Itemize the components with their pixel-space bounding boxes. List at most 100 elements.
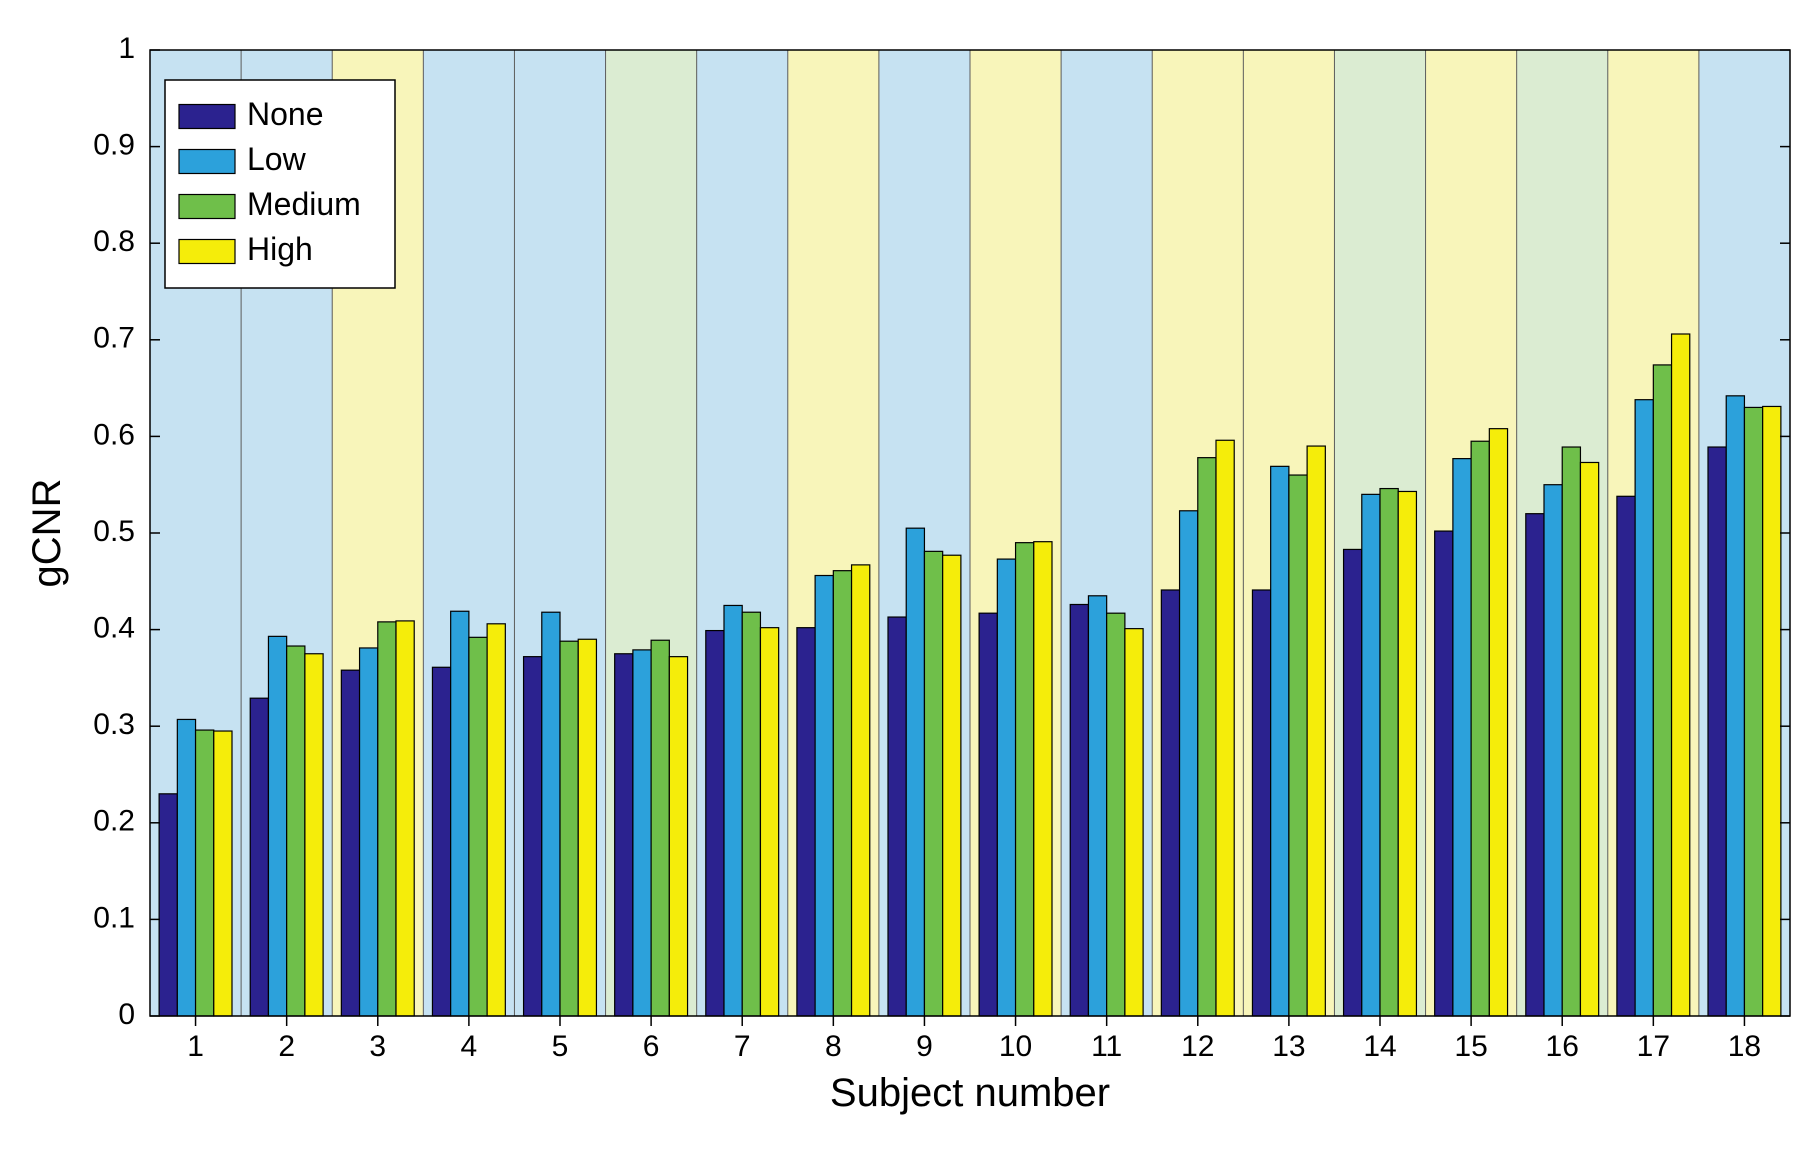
- bar: [1070, 604, 1088, 1016]
- bar: [1252, 590, 1270, 1016]
- bar: [1289, 475, 1307, 1016]
- bar: [1161, 590, 1179, 1016]
- x-tick-label: 8: [825, 1030, 842, 1063]
- bar: [1380, 489, 1398, 1016]
- bar: [1125, 629, 1143, 1016]
- bar: [669, 657, 687, 1016]
- bar: [578, 639, 596, 1016]
- bar: [1398, 491, 1416, 1016]
- bar: [542, 612, 560, 1016]
- bar: [1216, 440, 1234, 1016]
- bar: [1471, 441, 1489, 1016]
- bar: [1763, 406, 1781, 1016]
- y-tick-label: 0.6: [93, 418, 135, 451]
- bar: [615, 654, 633, 1016]
- x-axis-label: Subject number: [830, 1071, 1110, 1115]
- bar: [924, 551, 942, 1016]
- bar: [888, 617, 906, 1016]
- bar: [1453, 459, 1471, 1016]
- x-tick-label: 11: [1091, 1030, 1122, 1063]
- bar: [979, 613, 997, 1016]
- legend-label: High: [247, 231, 313, 267]
- bar: [524, 657, 542, 1016]
- y-tick-label: 0.9: [93, 129, 135, 162]
- bar: [1016, 543, 1034, 1016]
- bar: [1180, 511, 1198, 1016]
- bar: [1107, 613, 1125, 1016]
- legend-label: Low: [247, 141, 307, 177]
- bar: [177, 719, 195, 1016]
- gcnr-bar-chart: 00.10.20.30.40.50.60.70.80.9112345678910…: [20, 20, 1780, 1131]
- y-tick-label: 0.5: [93, 515, 135, 548]
- x-tick-label: 6: [643, 1030, 660, 1063]
- bar: [906, 528, 924, 1016]
- bar: [214, 731, 232, 1016]
- x-tick-label: 2: [278, 1030, 295, 1063]
- y-tick-label: 1: [118, 32, 135, 65]
- x-tick-label: 18: [1728, 1030, 1761, 1063]
- bar: [706, 631, 724, 1016]
- bar: [396, 621, 414, 1016]
- bar: [833, 571, 851, 1016]
- bar: [852, 565, 870, 1016]
- bar: [341, 670, 359, 1016]
- chart-svg: 00.10.20.30.40.50.60.70.80.9112345678910…: [20, 20, 1800, 1126]
- bar: [742, 612, 760, 1016]
- bar: [1489, 429, 1507, 1016]
- x-tick-label: 17: [1637, 1030, 1670, 1063]
- bar: [724, 605, 742, 1016]
- x-tick-label: 5: [552, 1030, 569, 1063]
- y-axis-label: gCNR: [25, 479, 69, 588]
- bar: [287, 646, 305, 1016]
- bar: [159, 794, 177, 1016]
- bar: [378, 622, 396, 1016]
- x-tick-label: 16: [1546, 1030, 1579, 1063]
- bar: [760, 628, 778, 1016]
- bar: [1271, 466, 1289, 1016]
- x-tick-label: 12: [1181, 1030, 1214, 1063]
- y-tick-label: 0.7: [93, 322, 135, 355]
- bar: [1617, 496, 1635, 1016]
- x-tick-label: 13: [1272, 1030, 1305, 1063]
- bar: [1198, 458, 1216, 1016]
- bar: [360, 648, 378, 1016]
- legend-label: None: [247, 96, 324, 132]
- y-tick-label: 0.1: [93, 901, 135, 934]
- x-tick-label: 4: [461, 1030, 478, 1063]
- x-tick-label: 10: [999, 1030, 1032, 1063]
- bar: [1034, 542, 1052, 1016]
- legend-label: Medium: [247, 186, 361, 222]
- bar: [1580, 462, 1598, 1016]
- y-tick-label: 0: [118, 998, 135, 1031]
- y-tick-label: 0.2: [93, 805, 135, 838]
- bar: [1562, 447, 1580, 1016]
- bar: [432, 667, 450, 1016]
- x-tick-label: 9: [916, 1030, 933, 1063]
- legend-swatch: [179, 240, 235, 264]
- bar: [469, 637, 487, 1016]
- bar: [1744, 407, 1762, 1016]
- legend-swatch: [179, 150, 235, 174]
- bar: [1653, 365, 1671, 1016]
- x-tick-label: 15: [1454, 1030, 1487, 1063]
- bar: [651, 640, 669, 1016]
- bar: [1708, 447, 1726, 1016]
- bar: [196, 730, 214, 1016]
- bar: [633, 650, 651, 1016]
- x-tick-label: 1: [187, 1030, 204, 1063]
- bar: [250, 698, 268, 1016]
- bar: [1635, 400, 1653, 1016]
- bar: [560, 641, 578, 1016]
- bar: [1362, 494, 1380, 1016]
- bar: [268, 636, 286, 1016]
- x-tick-label: 3: [369, 1030, 386, 1063]
- bar: [815, 576, 833, 1016]
- legend-swatch: [179, 105, 235, 129]
- bar: [451, 611, 469, 1016]
- bar: [797, 628, 815, 1016]
- bar: [1344, 549, 1362, 1016]
- y-tick-label: 0.3: [93, 708, 135, 741]
- legend-swatch: [179, 195, 235, 219]
- bar: [943, 555, 961, 1016]
- x-tick-label: 14: [1363, 1030, 1396, 1063]
